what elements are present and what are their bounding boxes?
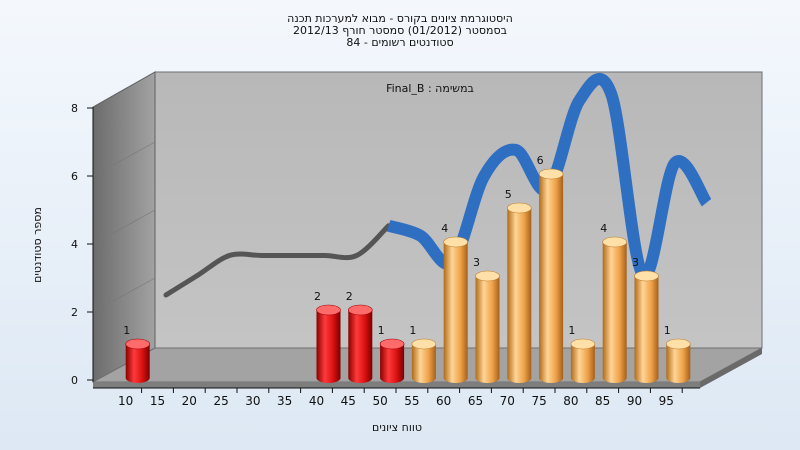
bar-body: [602, 242, 627, 383]
bar-value-label: 4: [600, 222, 607, 235]
x-tick-label: 60: [436, 394, 451, 408]
bar-value-label: 1: [378, 324, 385, 337]
bar-top: [570, 338, 596, 350]
bar: [316, 304, 341, 383]
series-annotation: במשימה : Final_B: [386, 82, 474, 95]
bar-value-label: 2: [346, 290, 353, 303]
bar: [634, 270, 659, 383]
bar: [347, 304, 373, 383]
bar-value-label: 1: [568, 324, 575, 337]
bar-body: [507, 208, 532, 383]
x-tick-label: 25: [213, 394, 228, 408]
bar-top: [125, 338, 150, 350]
x-tick-label: 40: [309, 394, 324, 408]
y-tick-label: 0: [71, 374, 78, 387]
bar-value-label: 4: [441, 222, 448, 235]
chart-title-line-3: סטודנטים רשומים - 84: [346, 36, 454, 49]
bar: [570, 338, 596, 383]
x-tick-label: 80: [563, 394, 578, 408]
bar-value-label: 3: [632, 256, 639, 269]
bar-value-label: 3: [473, 256, 480, 269]
bar-body: [634, 276, 659, 383]
bar-top: [506, 202, 532, 214]
bar-body: [443, 242, 468, 383]
x-tick-label: 55: [404, 394, 419, 408]
x-tick-label: 65: [468, 394, 483, 408]
x-tick-label: 15: [150, 394, 165, 408]
y-axis-title: מספר סטודנטים: [31, 207, 44, 283]
bar-body: [125, 344, 150, 383]
gridline-left: [92, 141, 156, 177]
gridline-left: [92, 209, 156, 245]
bar-value-label: 5: [505, 188, 512, 201]
bar-top: [602, 236, 628, 248]
bar: [125, 338, 150, 383]
x-tick-label: 10: [118, 394, 133, 408]
bar: [506, 202, 532, 383]
bar: [443, 236, 469, 383]
y-tick-label: 6: [71, 170, 78, 183]
bar-top: [538, 168, 564, 180]
bar: [379, 338, 405, 383]
x-tick-label: 70: [500, 394, 515, 408]
bar-top: [443, 236, 469, 248]
bar-top: [379, 338, 405, 350]
x-axis-title: טווח ציונים: [372, 421, 422, 434]
x-tick-label: 95: [659, 394, 674, 408]
bar: [411, 338, 437, 383]
bar-body: [666, 344, 691, 383]
chart-title-line-2: בסמסטר (01/2012) סמסטר חורף 2012/13: [293, 24, 507, 37]
y-tick-label: 2: [71, 306, 78, 319]
gridline-left: [92, 277, 156, 313]
bar-value-label: 2: [314, 290, 321, 303]
bar-top: [347, 304, 373, 316]
bar-body: [316, 310, 341, 383]
bar-body: [348, 310, 373, 383]
bar-body: [539, 174, 564, 383]
chart-title-line-1: היסטוגרמת ציונים בקורס - מבוא למערכות תכ…: [287, 12, 513, 25]
bar: [665, 338, 691, 383]
bar-top: [475, 270, 500, 282]
bar: [602, 236, 628, 383]
y-tick-label: 8: [71, 102, 78, 115]
x-tick-label: 35: [277, 394, 292, 408]
bar-top: [634, 270, 659, 282]
y-tick-label: 4: [71, 238, 78, 251]
x-tick-label: 45: [341, 394, 356, 408]
x-tick-label: 50: [372, 394, 387, 408]
x-tick-label: 90: [627, 394, 642, 408]
x-tick-label: 20: [182, 394, 197, 408]
floor-side-edge: [700, 348, 762, 388]
trend-line-flat: [163, 223, 392, 298]
bar-value-label: 6: [537, 154, 544, 167]
bar-top: [316, 304, 341, 316]
bar-value-label: 1: [664, 324, 671, 337]
x-tick-label: 75: [531, 394, 546, 408]
bar-value-label: 1: [123, 324, 130, 337]
bar-body: [475, 276, 500, 383]
bar-body: [570, 344, 595, 383]
floor-front-edge: [93, 382, 700, 388]
bar-top: [411, 338, 437, 350]
bar: [538, 168, 564, 383]
bar: [475, 270, 500, 383]
bar-value-label: 1: [409, 324, 416, 337]
bar-top: [665, 338, 691, 350]
bar-body: [380, 344, 405, 383]
x-tick-label: 85: [595, 394, 610, 408]
x-tick-label: 30: [245, 394, 260, 408]
bar-body: [411, 344, 436, 383]
